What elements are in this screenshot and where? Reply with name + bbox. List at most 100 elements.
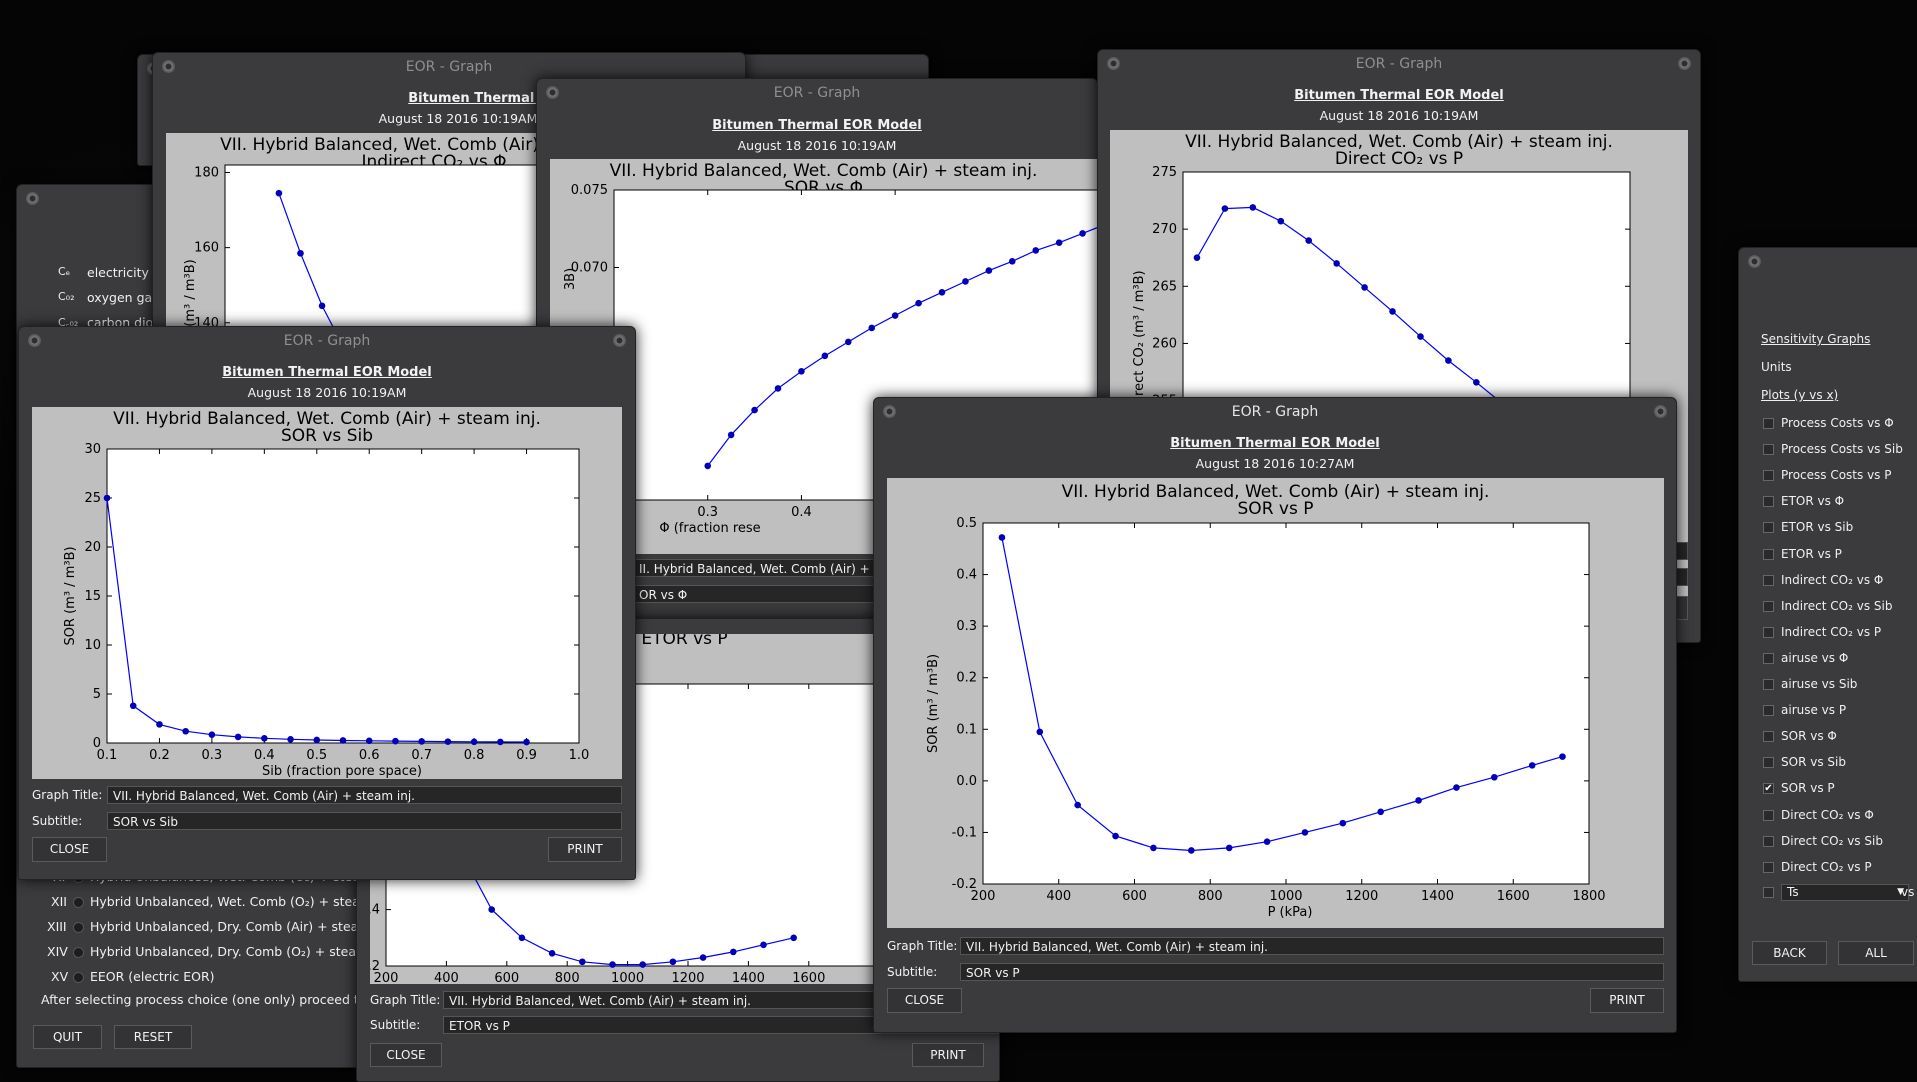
y-tick-label: 260 bbox=[1152, 336, 1177, 351]
print-button[interactable]: PRINT bbox=[548, 837, 622, 862]
close-button[interactable]: CLOSE bbox=[887, 988, 962, 1013]
graph-subtitle: SOR vs Sib bbox=[280, 426, 373, 446]
plot-checkbox[interactable] bbox=[1763, 705, 1774, 717]
close-button[interactable]: CLOSE bbox=[370, 1043, 442, 1067]
plot-option-label: SOR vs Sib bbox=[1781, 755, 1846, 770]
plot-checkbox[interactable] bbox=[1763, 861, 1774, 873]
model-title: Bitumen Thermal EOR Model bbox=[222, 365, 432, 380]
plot-option-label: airuse vs Sib bbox=[1781, 677, 1858, 691]
reset-button[interactable]: RESET bbox=[114, 1025, 192, 1049]
plot-checkbox[interactable] bbox=[1763, 444, 1774, 456]
sensitivity-heading: Sensitivity Graphs bbox=[1761, 332, 1871, 346]
data-point bbox=[1188, 847, 1195, 854]
process-radio[interactable] bbox=[73, 947, 84, 958]
print-button[interactable]: PRINT bbox=[1590, 988, 1664, 1013]
plot-checkbox[interactable] bbox=[1763, 600, 1774, 612]
y-tick-label: 0.4 bbox=[956, 568, 977, 583]
data-point bbox=[339, 737, 347, 744]
data-point bbox=[821, 352, 829, 360]
custom-y-select[interactable]: Ts ▼ bbox=[1781, 884, 1909, 901]
x-tick-label: 0.2 bbox=[149, 748, 170, 763]
window-menu-icon[interactable] bbox=[1107, 57, 1120, 70]
process-radio[interactable] bbox=[73, 897, 84, 908]
plot-option-label: Process Costs vs P bbox=[1781, 468, 1892, 483]
data-point bbox=[998, 534, 1006, 541]
subtitle-input[interactable]: ETOR vs P bbox=[443, 1016, 999, 1034]
custom-y-value: Ts bbox=[1787, 885, 1799, 899]
x-tick-label: 0.7 bbox=[411, 748, 432, 763]
data-point bbox=[1221, 205, 1229, 212]
graph-subtitle: Direct CO₂ vs P bbox=[1334, 149, 1464, 169]
window-menu-icon[interactable] bbox=[546, 86, 559, 99]
graph-title-input[interactable]: VII. Hybrid Balanced, Wet. Comb (Air) + … bbox=[443, 991, 999, 1009]
window-menu-icon[interactable] bbox=[1748, 255, 1761, 268]
data-point bbox=[1055, 239, 1063, 246]
data-point bbox=[1361, 284, 1368, 291]
custom-plot-checkbox[interactable] bbox=[1763, 887, 1774, 898]
series-line bbox=[460, 852, 794, 966]
window-menu-icon[interactable] bbox=[28, 334, 41, 347]
plot-checkbox[interactable] bbox=[1763, 652, 1774, 664]
plot-checkbox[interactable] bbox=[1763, 548, 1774, 560]
plot-checkbox[interactable]: ✔ bbox=[1763, 783, 1774, 795]
plot-frame bbox=[1182, 171, 1631, 421]
x-tick-label: 800 bbox=[555, 971, 580, 984]
plot-checkbox[interactable] bbox=[1763, 835, 1774, 847]
graph-title-input[interactable]: VII. Hybrid Balanced, Wet. Comb (Air) + … bbox=[107, 786, 622, 804]
print-button[interactable]: PRINT bbox=[912, 1043, 984, 1067]
window-menu-icon[interactable] bbox=[26, 192, 39, 205]
graph-title-input[interactable]: VII. Hybrid Balanced, Wet. Comb (Air) + … bbox=[960, 937, 1664, 955]
data-point bbox=[470, 738, 478, 746]
process-radio[interactable] bbox=[73, 922, 84, 933]
window-close-icon[interactable] bbox=[613, 334, 626, 347]
data-point bbox=[1225, 844, 1233, 852]
plot-checkbox[interactable] bbox=[1763, 757, 1774, 769]
all-button[interactable]: ALL bbox=[1838, 941, 1914, 965]
plot-checkbox[interactable] bbox=[1763, 496, 1774, 508]
subtitle-input[interactable]: SOR vs P bbox=[960, 963, 1664, 981]
process-radio[interactable] bbox=[73, 972, 84, 983]
window-menu-icon[interactable] bbox=[162, 60, 175, 73]
y-tick-label: 5.4 bbox=[370, 903, 380, 918]
symbol-cco2: C꜀₀₂ bbox=[58, 316, 79, 329]
data-point bbox=[103, 494, 111, 502]
data-point bbox=[1453, 784, 1460, 791]
plot-option-label: Indirect CO₂ vs Sib bbox=[1781, 598, 1893, 613]
back-button[interactable]: BACK bbox=[1752, 941, 1827, 965]
plot-option-label: Indirect CO₂ vs P bbox=[1781, 624, 1882, 639]
symbol-co2: C₀₂ bbox=[58, 290, 75, 303]
x-tick-label: 0.3 bbox=[697, 505, 718, 520]
subtitle-input[interactable]: SOR vs Sib bbox=[107, 812, 622, 830]
y-tick-label: 30 bbox=[84, 442, 101, 457]
graph-title: VII. Hybrid Balanced, Wet. Comb (Air) + … bbox=[609, 161, 1038, 181]
window-menu-icon[interactable] bbox=[883, 405, 896, 418]
quit-button[interactable]: QUIT bbox=[33, 1025, 102, 1049]
graph-subtitle: SOR vs P bbox=[1237, 499, 1314, 519]
y-tick-label: 15 bbox=[84, 589, 101, 604]
data-point bbox=[488, 906, 495, 913]
process-label: Hybrid Unbalanced, Wet. Comb (O₂) + stea… bbox=[90, 894, 378, 909]
process-num: XV bbox=[51, 969, 69, 984]
plot-area: VII. Hybrid Balanced, Wet. Comb (Air) + … bbox=[32, 407, 622, 779]
plot-checkbox[interactable] bbox=[1763, 574, 1774, 586]
data-point bbox=[760, 941, 767, 949]
window-close-icon[interactable] bbox=[1678, 57, 1691, 70]
plot-checkbox[interactable] bbox=[1763, 809, 1774, 821]
y-tick-label: 180 bbox=[194, 166, 219, 181]
data-point bbox=[1333, 260, 1340, 267]
chevron-down-icon: ▼ bbox=[1897, 887, 1904, 897]
data-point bbox=[1112, 832, 1119, 840]
plot-checkbox[interactable] bbox=[1763, 626, 1774, 638]
close-button[interactable]: CLOSE bbox=[32, 837, 107, 862]
plot-checkbox[interactable] bbox=[1763, 731, 1774, 743]
plot-checkbox[interactable] bbox=[1763, 522, 1774, 534]
y-tick-label: 0.075 bbox=[571, 183, 608, 198]
window-close-icon[interactable] bbox=[1654, 405, 1667, 418]
graph-date: August 18 2016 10:19AM bbox=[247, 385, 407, 400]
window-title: EOR - Graph bbox=[1231, 404, 1319, 420]
plot-checkbox[interactable] bbox=[1763, 679, 1774, 690]
data-point bbox=[523, 738, 530, 746]
plot-checkbox[interactable] bbox=[1763, 470, 1774, 482]
data-point bbox=[1528, 762, 1536, 769]
plot-checkbox[interactable] bbox=[1763, 418, 1774, 429]
